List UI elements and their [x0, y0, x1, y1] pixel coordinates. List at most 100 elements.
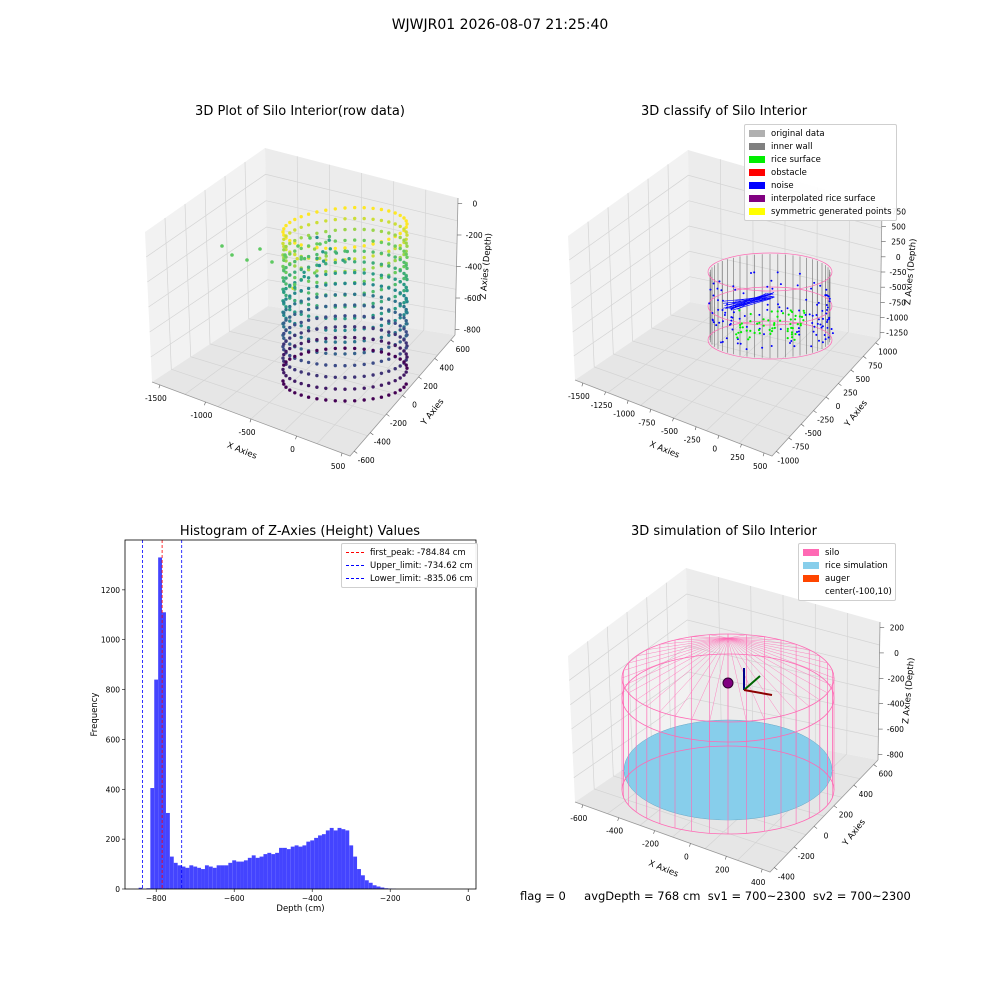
histogram-bar — [208, 866, 213, 889]
x-tick-label: -1000 — [191, 411, 213, 420]
data-point — [398, 364, 402, 368]
data-point — [371, 254, 375, 258]
x-tick-label: 500 — [753, 462, 768, 471]
rice-point — [791, 336, 794, 339]
data-point — [343, 271, 347, 275]
data-point — [353, 325, 357, 329]
noise-point — [798, 309, 801, 312]
rice-point — [779, 319, 782, 322]
x-tick-label: -200 — [642, 840, 659, 849]
data-point — [288, 330, 292, 335]
data-point — [306, 233, 311, 238]
noise-point — [816, 322, 819, 325]
histogram-bar — [364, 880, 369, 889]
data-point — [324, 269, 328, 274]
data-point — [315, 284, 319, 289]
legend-label: interpolated rice surface — [771, 193, 876, 204]
data-point — [402, 385, 406, 389]
data-point — [362, 238, 366, 243]
tick-mark — [418, 376, 422, 380]
data-point — [398, 302, 402, 306]
data-point — [362, 255, 366, 260]
data-point — [371, 228, 375, 232]
y-tick-label: -600 — [358, 456, 375, 465]
data-point — [306, 265, 311, 269]
y-axis-label: Y Axies — [842, 398, 870, 430]
data-point — [393, 233, 397, 237]
z-tick-label: -1000 — [886, 314, 908, 323]
rice-point — [739, 323, 742, 326]
center-marker — [722, 677, 734, 689]
x-tick-label: -500 — [238, 428, 255, 437]
silo-roof-line — [659, 637, 729, 645]
data-point — [293, 391, 297, 395]
data-point — [387, 264, 391, 268]
tick-mark — [689, 843, 691, 847]
noise-point — [722, 320, 724, 323]
noise-point — [779, 283, 782, 286]
noise-point — [828, 316, 831, 319]
data-point — [343, 314, 347, 318]
pane-left — [568, 150, 690, 380]
data-point — [284, 318, 288, 322]
rice-point — [794, 314, 797, 317]
data-point — [288, 342, 292, 346]
data-point — [398, 340, 402, 344]
x-tick-label: −200 — [380, 894, 401, 903]
data-point — [387, 275, 391, 279]
z-tick-label: -750 — [889, 298, 906, 307]
data-point — [387, 209, 391, 213]
histogram-bar — [337, 827, 342, 889]
data-point — [299, 341, 303, 346]
y-tick-label: 200 — [839, 811, 854, 820]
data-point — [282, 313, 286, 317]
rice-point — [769, 332, 772, 335]
rice-point — [768, 328, 771, 331]
data-point — [284, 297, 288, 301]
data-point — [327, 238, 331, 242]
histogram-bar — [204, 865, 209, 889]
noise-point — [821, 325, 824, 328]
z-tick-label: -600 — [887, 725, 904, 734]
rice-point — [790, 331, 794, 334]
data-point — [333, 246, 337, 251]
noise-point — [818, 339, 820, 342]
data-point — [288, 262, 292, 267]
status-flag: flag = 0 — [520, 889, 566, 903]
data-point — [306, 395, 311, 399]
rice-point — [748, 336, 751, 339]
data-point — [315, 231, 319, 235]
silo-roof-line — [727, 637, 828, 664]
legend-item-symmetric: symmetric generated points — [749, 205, 892, 218]
data-point — [333, 363, 337, 368]
silo-roof-line — [727, 637, 797, 645]
silo-ring — [621, 633, 835, 723]
histogram-bar — [243, 860, 248, 889]
data-point — [299, 393, 303, 397]
data-point — [299, 331, 303, 335]
data-point — [404, 358, 408, 362]
y-tick-label: -750 — [792, 443, 809, 452]
data-point — [404, 252, 408, 256]
data-point — [402, 282, 406, 287]
noise-point — [766, 303, 769, 306]
data-point — [379, 295, 384, 299]
histogram-bar — [228, 862, 233, 889]
data-point — [402, 304, 406, 309]
noise-point — [825, 304, 828, 306]
data-point — [387, 253, 391, 257]
rice-point — [786, 327, 789, 330]
data-point — [362, 279, 366, 284]
silo-roof-line — [727, 637, 810, 707]
x-tick-label: -1500 — [568, 392, 590, 401]
data-point — [405, 222, 409, 226]
data-point — [293, 217, 297, 222]
data-point — [379, 328, 384, 332]
data-point — [333, 314, 337, 318]
noise-line — [732, 293, 774, 304]
rice-point — [802, 309, 805, 312]
data-point — [393, 354, 397, 359]
x-tick-label: -750 — [638, 418, 655, 427]
data-point — [315, 263, 319, 267]
legend-label: noise — [771, 180, 794, 191]
